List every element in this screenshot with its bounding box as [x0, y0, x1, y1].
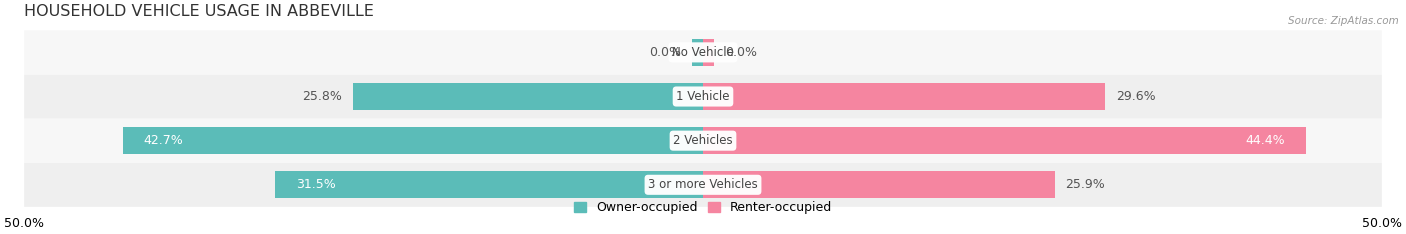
Text: 0.0%: 0.0%	[650, 46, 682, 59]
Bar	[703, 171, 1054, 198]
Bar	[703, 83, 1105, 110]
FancyBboxPatch shape	[24, 30, 1382, 74]
Bar	[353, 83, 703, 110]
Text: 31.5%: 31.5%	[295, 178, 336, 191]
Bar	[692, 39, 703, 66]
Text: 0.0%: 0.0%	[724, 46, 756, 59]
Text: 1 Vehicle: 1 Vehicle	[676, 90, 730, 103]
Text: HOUSEHOLD VEHICLE USAGE IN ABBEVILLE: HOUSEHOLD VEHICLE USAGE IN ABBEVILLE	[24, 4, 374, 19]
FancyBboxPatch shape	[24, 119, 1382, 163]
Bar	[276, 171, 703, 198]
Text: 25.8%: 25.8%	[302, 90, 342, 103]
Text: 2 Vehicles: 2 Vehicles	[673, 134, 733, 147]
Bar	[703, 127, 1306, 154]
FancyBboxPatch shape	[24, 74, 1382, 119]
Text: No Vehicle: No Vehicle	[672, 46, 734, 59]
Text: Source: ZipAtlas.com: Source: ZipAtlas.com	[1288, 16, 1399, 26]
Text: 25.9%: 25.9%	[1066, 178, 1105, 191]
Text: 29.6%: 29.6%	[1116, 90, 1156, 103]
Text: 44.4%: 44.4%	[1246, 134, 1285, 147]
Bar	[124, 127, 703, 154]
Legend: Owner-occupied, Renter-occupied: Owner-occupied, Renter-occupied	[574, 201, 832, 214]
Text: 3 or more Vehicles: 3 or more Vehicles	[648, 178, 758, 191]
FancyBboxPatch shape	[24, 163, 1382, 207]
Bar	[703, 39, 714, 66]
Text: 42.7%: 42.7%	[143, 134, 183, 147]
